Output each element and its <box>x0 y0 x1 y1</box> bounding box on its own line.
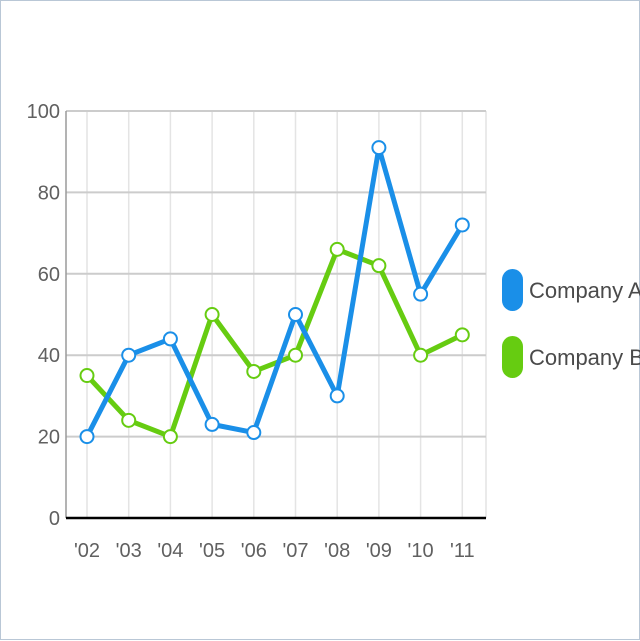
data-point-company-a <box>162 331 178 347</box>
series-line-company-a <box>84 145 465 440</box>
data-point-company-b <box>121 412 137 428</box>
data-point-company-b <box>454 327 470 343</box>
x-tick-label: '04 <box>157 540 183 562</box>
y-tick-label: 20 <box>38 427 60 449</box>
data-point-company-a <box>371 140 387 156</box>
x-tick-label: '07 <box>282 540 308 562</box>
data-point-company-b <box>246 363 262 379</box>
data-point-company-b <box>204 307 220 322</box>
x-tick-label: '05 <box>199 540 225 562</box>
y-tick-label: 40 <box>38 345 60 367</box>
data-point-company-a <box>246 425 262 441</box>
y-tick-label: 80 <box>38 182 60 204</box>
series-line-company-b <box>84 246 465 440</box>
legend-swatch-company-a <box>502 269 523 311</box>
x-tick-label: '02 <box>74 540 100 562</box>
data-point-company-b <box>79 368 95 384</box>
y-tick-label: 0 <box>49 508 60 530</box>
data-point-company-b <box>371 258 387 274</box>
x-tick-label: '09 <box>366 540 392 562</box>
data-point-company-a <box>79 429 95 445</box>
legend-label-company-b: Company B <box>529 345 640 370</box>
x-tick-label: '10 <box>408 540 434 562</box>
x-tick-label: '06 <box>241 540 267 562</box>
data-point-company-a <box>329 388 345 404</box>
x-tick-label: '11 <box>450 540 475 562</box>
data-point-company-a <box>454 217 470 233</box>
data-point-company-a <box>121 347 137 363</box>
data-point-company-a <box>204 416 220 432</box>
x-tick-label: '08 <box>324 540 350 562</box>
y-tick-label: 100 <box>27 101 60 123</box>
data-point-company-a <box>288 307 303 322</box>
legend-label-company-a: Company A <box>529 278 640 303</box>
data-point-company-a <box>413 286 429 302</box>
x-tick-label: '03 <box>116 540 142 562</box>
legend-swatch-company-b <box>502 336 523 378</box>
data-point-company-b <box>162 429 178 445</box>
data-point-company-b <box>288 347 303 363</box>
data-point-company-b <box>413 347 429 363</box>
data-point-company-b <box>329 241 345 257</box>
y-tick-label: 60 <box>38 264 60 286</box>
